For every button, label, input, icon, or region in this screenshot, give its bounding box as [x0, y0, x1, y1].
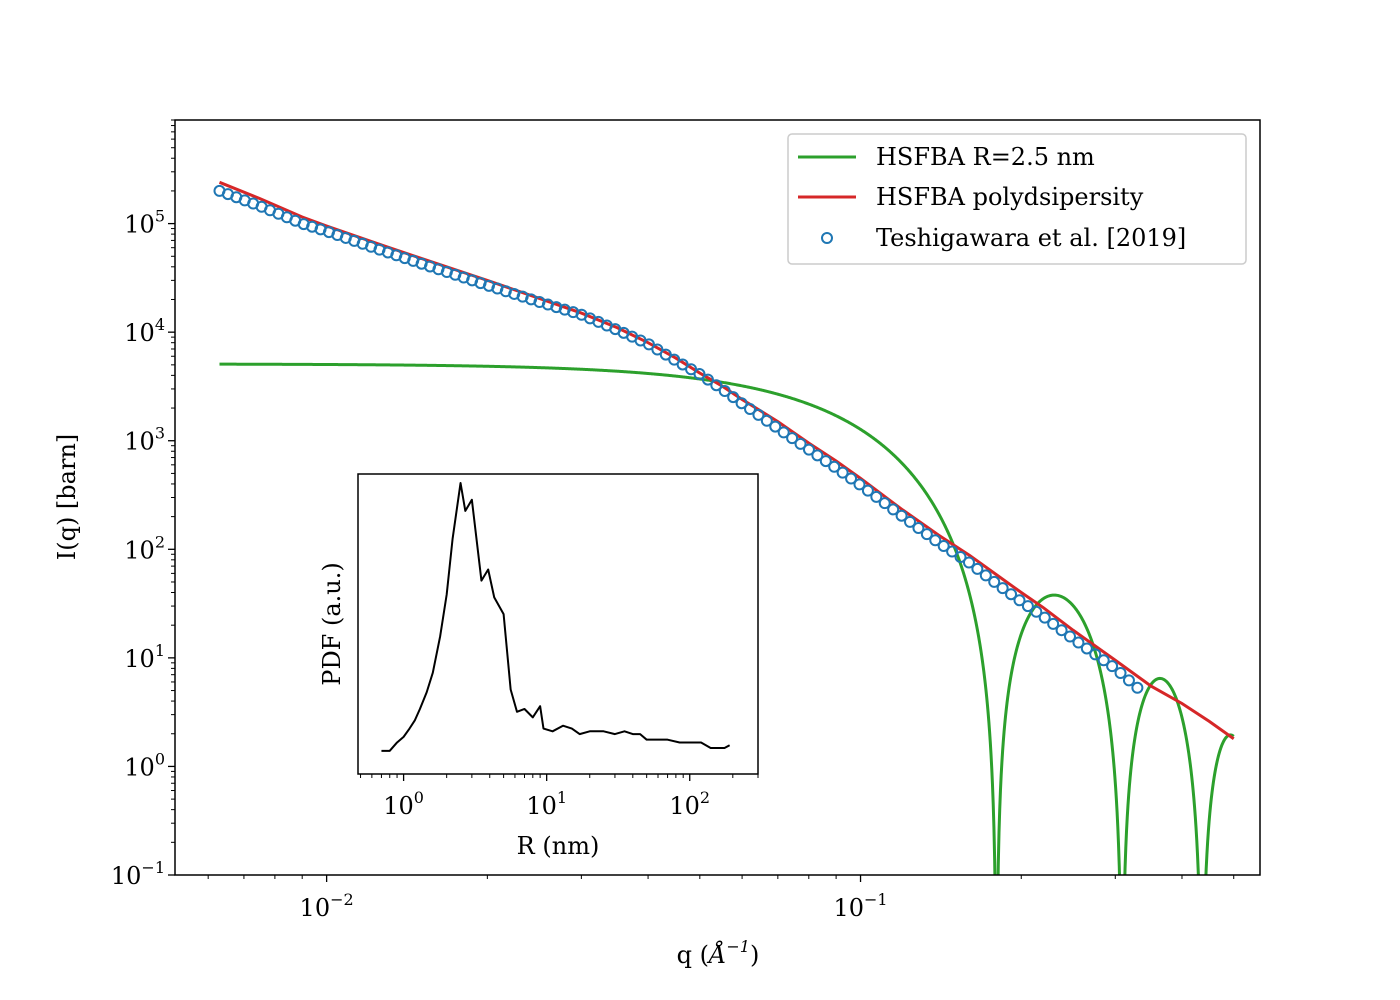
series-hsfba-line	[219, 362, 1235, 875]
data-point	[651, 343, 664, 356]
legend-label-polydispersity: HSFBA polydsipersity	[876, 183, 1144, 211]
data-point	[760, 414, 773, 427]
data-point	[727, 391, 740, 404]
data-point	[1030, 605, 1043, 618]
data-point	[937, 540, 950, 553]
data-point	[1055, 624, 1068, 637]
data-point	[887, 503, 900, 516]
data-point	[777, 426, 790, 439]
y-tick-label: 103	[124, 424, 165, 456]
data-point	[710, 379, 723, 392]
data-point	[954, 551, 967, 564]
data-point	[752, 408, 765, 421]
data-point	[1080, 642, 1093, 655]
x-tick-label: 10−1	[833, 890, 887, 922]
data-point	[1122, 674, 1135, 687]
inset-x-tick-label: 100	[383, 788, 424, 820]
data-point	[895, 509, 908, 522]
legend-box	[787, 133, 1247, 265]
data-point	[819, 455, 832, 468]
inset-plot-frame	[357, 473, 759, 775]
data-point	[786, 432, 799, 445]
data-point	[701, 373, 714, 386]
main-x-ticks: 10−2 10−1	[207, 875, 1235, 922]
legend-label-teshigawara: Teshigawara et al. [2019]	[876, 224, 1186, 252]
y-tick-label: 102	[124, 532, 165, 564]
data-point	[735, 397, 748, 410]
data-point	[642, 338, 655, 351]
inset-x-axis-label: R (nm)	[517, 832, 600, 860]
data-point	[659, 348, 672, 361]
data-point	[1114, 667, 1127, 680]
data-point	[744, 403, 757, 416]
legend: HSFBA R=2.5 nm HSFBA polydsipersity Tesh…	[787, 133, 1247, 265]
y-tick-label: 101	[124, 641, 165, 673]
x-axis-label: q (Å−1)	[677, 937, 760, 969]
data-point	[988, 575, 1001, 588]
data-point	[1013, 594, 1026, 607]
inset-series-group	[381, 482, 731, 752]
inset-x-ticks: 100 101 102	[360, 774, 759, 820]
y-axis-label: I(q) [barn]	[53, 434, 81, 561]
data-point	[769, 420, 782, 433]
x-tick-label: 10−2	[300, 890, 354, 922]
inset-y-axis-label: PDF (a.u.)	[318, 562, 346, 685]
data-point	[946, 545, 959, 558]
data-point	[1047, 617, 1060, 630]
y-tick-label: 10−1	[111, 858, 165, 890]
legend-label-hsfba: HSFBA R=2.5 nm	[876, 143, 1095, 171]
data-point	[718, 384, 731, 397]
data-point	[1089, 648, 1102, 661]
data-point	[828, 460, 841, 473]
y-tick-label: 105	[124, 207, 165, 239]
data-point	[912, 522, 925, 535]
data-point	[904, 515, 917, 528]
data-point	[853, 478, 866, 491]
inset-plot-area	[358, 474, 758, 774]
data-point	[996, 582, 1009, 595]
series-teshigawara-markers	[213, 184, 1144, 694]
data-point	[1064, 630, 1077, 643]
data-point	[1106, 660, 1119, 673]
data-point	[811, 449, 824, 462]
data-point	[870, 490, 883, 503]
data-point	[845, 472, 858, 485]
data-point	[929, 534, 942, 547]
data-point	[1038, 611, 1051, 624]
data-point	[836, 466, 849, 479]
data-point	[1072, 636, 1085, 649]
main-series-group	[213, 180, 1235, 875]
inset-x-tick-label: 102	[669, 788, 710, 820]
data-point	[1021, 600, 1034, 613]
data-point	[971, 562, 984, 575]
main-y-ticks: 10−1 100 101 102 103 104 105	[111, 119, 175, 890]
data-point	[979, 569, 992, 582]
inset-pdf-line	[381, 482, 731, 752]
data-point	[794, 437, 807, 450]
data-point	[1131, 681, 1144, 694]
data-point	[920, 528, 933, 541]
data-point	[802, 443, 815, 456]
data-point	[861, 484, 874, 497]
legend-swatch-teshigawara	[821, 232, 833, 244]
y-tick-label: 104	[124, 315, 165, 347]
data-point	[878, 497, 891, 510]
data-point	[693, 368, 706, 381]
data-point	[1097, 654, 1110, 667]
data-point	[962, 556, 975, 569]
data-point	[1005, 588, 1018, 601]
inset-x-tick-label: 101	[526, 788, 567, 820]
inset-axes: 100 101 102 PDF (a.u.) R (nm)	[318, 473, 759, 860]
y-tick-label: 100	[124, 749, 165, 781]
